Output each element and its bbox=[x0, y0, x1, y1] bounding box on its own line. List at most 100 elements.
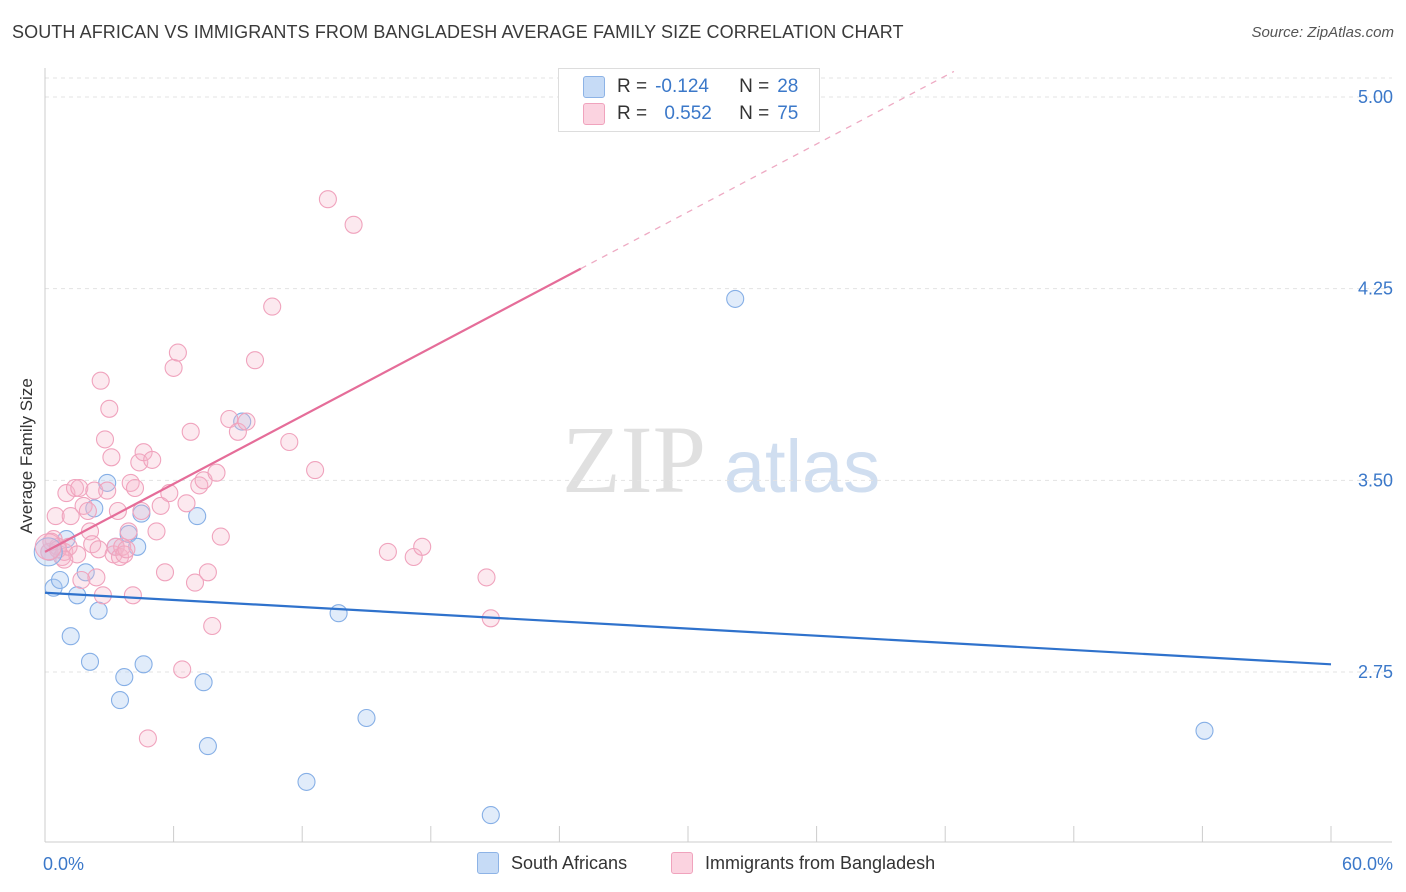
point-south-africans-large bbox=[33, 537, 63, 567]
point-bangladesh bbox=[185, 573, 205, 592]
point-bangladesh bbox=[55, 550, 74, 569]
y-tick-label: 3.50 bbox=[1358, 470, 1393, 490]
point-bangladesh bbox=[198, 563, 217, 582]
n-value: 75 bbox=[777, 103, 799, 124]
point-bangladesh bbox=[413, 537, 432, 556]
legend-row-south-africans: R = -0.124 N = 28 bbox=[583, 74, 799, 100]
point-bangladesh bbox=[245, 351, 265, 370]
n-label: N = bbox=[739, 76, 770, 97]
point-bangladesh bbox=[85, 481, 104, 500]
legend-item-south-africans: South Africans bbox=[477, 852, 627, 874]
chart-title: SOUTH AFRICAN VS IMMIGRANTS FROM BANGLAD… bbox=[12, 22, 904, 42]
legend-label: Immigrants from Bangladesh bbox=[705, 852, 936, 873]
point-bangladesh bbox=[123, 586, 142, 605]
watermark-atlas: atlas bbox=[724, 425, 880, 508]
source-label: Source: ZipAtlas.com bbox=[1251, 24, 1394, 41]
point-bangladesh bbox=[164, 358, 183, 377]
point-bangladesh bbox=[87, 568, 106, 587]
point-bangladesh bbox=[306, 461, 325, 480]
point-bangladesh bbox=[477, 568, 496, 587]
point-bangladesh bbox=[344, 215, 363, 234]
r-label: R = bbox=[617, 103, 648, 124]
point-bangladesh bbox=[100, 399, 119, 418]
point-bangladesh bbox=[119, 522, 138, 541]
point-bangladesh bbox=[203, 616, 222, 636]
point-south-africans bbox=[194, 673, 213, 692]
series-legend: South Africans Immigrants from Banglades… bbox=[0, 852, 1406, 878]
trend-line-bangladesh-extrapolated bbox=[580, 70, 955, 270]
point-bangladesh bbox=[263, 297, 282, 316]
x-tick-label: 60.0% bbox=[1342, 854, 1393, 874]
point-bangladesh bbox=[151, 496, 170, 515]
point-bangladesh bbox=[132, 501, 151, 521]
point-bangladesh bbox=[89, 540, 108, 559]
point-south-africans bbox=[297, 772, 316, 791]
point-bangladesh bbox=[211, 527, 230, 546]
watermark-zip: ZIP bbox=[562, 406, 706, 513]
trend-line-south-africans bbox=[44, 591, 1332, 666]
point-south-africans bbox=[726, 289, 745, 308]
point-bangladesh bbox=[177, 494, 196, 513]
r-value: 0.552 bbox=[664, 103, 712, 124]
point-south-africans bbox=[329, 604, 348, 623]
r-label: R = bbox=[617, 76, 648, 97]
point-bangladesh bbox=[147, 522, 166, 541]
y-tick-label: 5.00 bbox=[1358, 87, 1393, 107]
point-bangladesh bbox=[318, 190, 337, 209]
y-tick-label: 2.75 bbox=[1358, 662, 1393, 682]
trend-line-bangladesh bbox=[44, 267, 582, 553]
correlation-legend: R = -0.124 N = 28 R = 0.552 N = 75 bbox=[558, 68, 820, 132]
point-south-africans bbox=[481, 806, 500, 825]
point-bangladesh bbox=[102, 448, 121, 467]
point-south-africans bbox=[61, 627, 80, 646]
data-points bbox=[33, 190, 1214, 825]
point-bangladesh bbox=[207, 463, 226, 482]
n-value: 28 bbox=[777, 76, 799, 97]
point-bangladesh bbox=[72, 570, 91, 590]
point-south-africans bbox=[198, 737, 217, 756]
point-bangladesh bbox=[155, 563, 175, 582]
y-tick-label: 4.25 bbox=[1358, 279, 1393, 299]
legend-row-bangladesh: R = 0.552 N = 75 bbox=[583, 101, 799, 127]
point-south-africans bbox=[134, 655, 153, 674]
point-bangladesh bbox=[237, 412, 256, 431]
point-bangladesh bbox=[98, 481, 117, 500]
legend-label: South Africans bbox=[511, 852, 628, 873]
trend-lines bbox=[44, 70, 1332, 666]
legend-swatch-pink bbox=[671, 852, 693, 874]
point-bangladesh bbox=[181, 422, 200, 441]
legend-swatch-blue bbox=[477, 852, 499, 874]
point-bangladesh bbox=[280, 432, 299, 452]
point-bangladesh bbox=[173, 660, 192, 679]
x-tick-label: 0.0% bbox=[43, 854, 84, 874]
legend-item-bangladesh: Immigrants from Bangladesh bbox=[671, 852, 935, 874]
axes bbox=[44, 68, 1392, 843]
n-label: N = bbox=[739, 103, 770, 124]
point-south-africans bbox=[50, 570, 70, 590]
point-bangladesh bbox=[70, 478, 89, 498]
point-bangladesh bbox=[143, 450, 162, 469]
point-bangladesh bbox=[138, 729, 157, 748]
point-bangladesh bbox=[91, 371, 110, 390]
point-bangladesh bbox=[168, 343, 187, 362]
r-value: -0.124 bbox=[655, 76, 709, 97]
point-bangladesh bbox=[46, 507, 65, 526]
point-south-africans bbox=[357, 708, 376, 728]
point-bangladesh bbox=[95, 430, 115, 449]
point-south-africans bbox=[80, 652, 100, 671]
tick-labels: 2.75 3.50 4.25 5.00 0.0% 60.0% bbox=[43, 87, 1393, 874]
point-south-africans bbox=[115, 668, 134, 687]
point-bangladesh bbox=[117, 540, 136, 559]
point-bangladesh bbox=[78, 501, 97, 521]
point-bangladesh-large bbox=[34, 533, 62, 561]
point-bangladesh bbox=[220, 409, 239, 429]
point-bangladesh bbox=[125, 478, 145, 498]
point-bangladesh bbox=[378, 542, 397, 561]
point-bangladesh bbox=[65, 478, 85, 498]
point-south-africans bbox=[188, 507, 207, 526]
legend-swatch-pink bbox=[583, 103, 605, 125]
point-south-africans bbox=[110, 691, 130, 710]
point-south-africans bbox=[1195, 721, 1214, 740]
grid-lines bbox=[45, 77, 1392, 673]
